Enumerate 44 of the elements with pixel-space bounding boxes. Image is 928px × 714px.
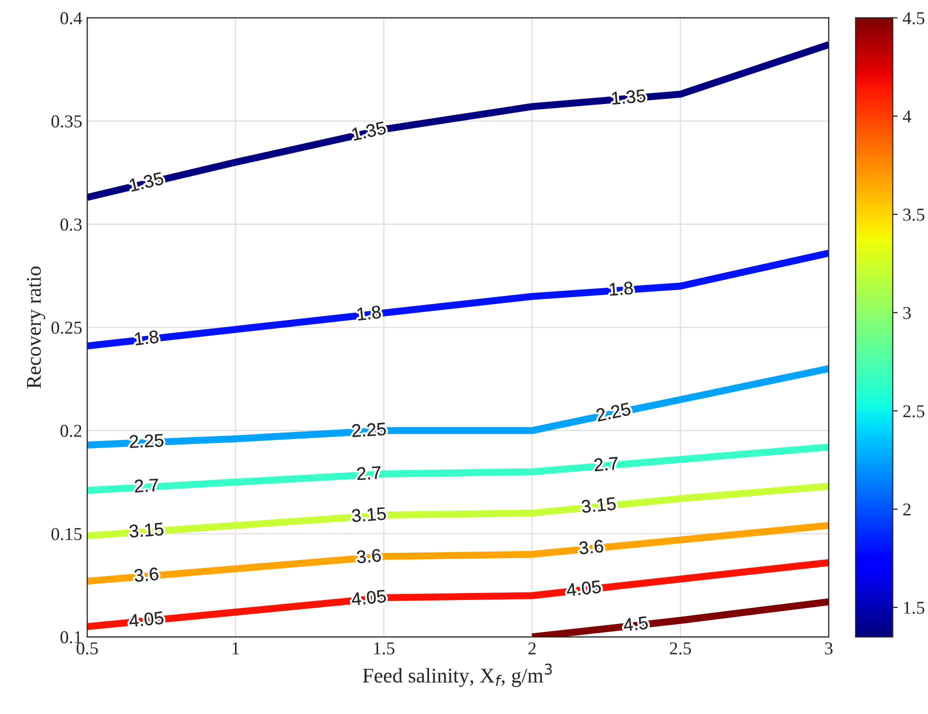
text: 4.5 bbox=[623, 616, 648, 632]
x-tick-label: 1 bbox=[232, 642, 239, 654]
text: 3.15 bbox=[129, 522, 164, 538]
text: 3.6 bbox=[356, 548, 382, 564]
text: 2.7 bbox=[134, 478, 158, 492]
y-tick-label: 0.25 bbox=[51, 322, 82, 334]
text: 4.05 bbox=[566, 580, 602, 596]
text: 3.15 bbox=[352, 507, 386, 522]
series-label: 2.25 bbox=[352, 422, 386, 438]
text: 1.35 bbox=[352, 121, 386, 141]
x-tick-label: 0.5 bbox=[76, 642, 98, 655]
color-bar-label: 4 bbox=[902, 110, 912, 122]
text: 2.7 bbox=[356, 466, 381, 480]
color-bar-label: 4.5 bbox=[902, 12, 924, 24]
y-tick-label: 0.15 bbox=[51, 528, 82, 540]
color-bar-label: 2 bbox=[903, 503, 910, 516]
y-tick-label: 0.1 bbox=[60, 631, 82, 644]
y-axis-title: Recovery ratio bbox=[26, 266, 46, 388]
x-axis-title: Feed salinity, X$_{f}$, g/m$^{3}$ bbox=[362, 664, 552, 687]
color-bar-label: 3 bbox=[903, 306, 911, 320]
text: 1.35 bbox=[129, 172, 164, 192]
text: 3.15 bbox=[581, 497, 616, 514]
color-bar-label: 1.5 bbox=[904, 602, 924, 614]
text: 1.8 bbox=[357, 305, 382, 320]
text: 1.8 bbox=[134, 330, 159, 346]
y-tick-label: 0.4 bbox=[60, 12, 82, 24]
text: 4.05 bbox=[128, 611, 164, 628]
y-tick-label: 0.35 bbox=[51, 115, 82, 128]
x-tick-label: 3 bbox=[825, 642, 833, 654]
text: 2.25 bbox=[596, 402, 632, 422]
series-label: 2.7 bbox=[594, 456, 618, 472]
x-tick-label: 1.5 bbox=[374, 642, 394, 655]
color-bar-label: 3.5 bbox=[903, 208, 924, 221]
y-tick-label: 0.3 bbox=[60, 218, 82, 231]
series-label: 1.35 bbox=[612, 89, 646, 105]
color-bar-label: 2.5 bbox=[903, 405, 924, 418]
text: 2.25 bbox=[130, 434, 164, 448]
x-tick-label: 2 bbox=[528, 642, 536, 654]
text: 1.8 bbox=[609, 281, 634, 296]
x-tick-label: 2.5 bbox=[670, 642, 691, 655]
text: 4.05 bbox=[351, 590, 386, 606]
text: 3.6 bbox=[134, 567, 159, 582]
y-tick-label: 0.2 bbox=[60, 424, 82, 438]
text: 3.6 bbox=[578, 540, 604, 555]
